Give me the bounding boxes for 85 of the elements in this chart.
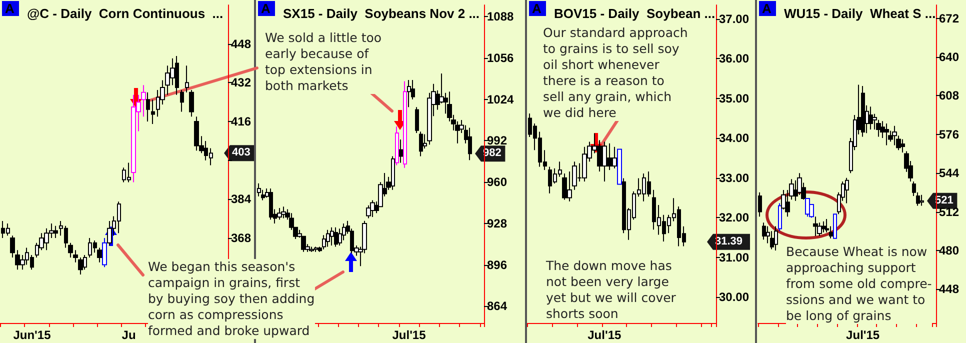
candlestick: [151, 99, 155, 124]
candlestick: [257, 182, 261, 197]
y-tick-label: 36.00: [719, 52, 750, 66]
candlestick: [277, 207, 282, 220]
candlestick: [468, 127, 472, 161]
candlestick: [326, 229, 330, 248]
y-tick-label: 37.00: [719, 12, 750, 26]
y-tick-label: 480: [939, 243, 960, 258]
x-tick-label: Jul'15: [846, 328, 880, 342]
y-tick-label: 512: [939, 204, 960, 219]
candlestick: [861, 86, 865, 138]
chart-title: BOV15 - Daily Soybean ...: [554, 6, 716, 21]
y-tick-label: 640: [939, 50, 960, 64]
candlestick: [399, 138, 403, 164]
candlestick: [415, 106, 419, 134]
chart-title: WU15 - Daily Wheat S ...: [784, 6, 936, 21]
y-tick-label: 416: [230, 114, 252, 129]
annotation: The down move has not been very large yet but we will cover shorts soon: [546, 258, 676, 322]
annotation: A: [762, 1, 772, 16]
y-tick-label: 1088: [487, 10, 514, 24]
y-tick-label: 30.00: [719, 290, 750, 304]
y-tick-label: 35.00: [719, 91, 750, 106]
candlestick: [309, 246, 314, 252]
candlestick: [762, 222, 766, 240]
annotation: A: [532, 1, 542, 16]
y-tick-label: 33.00: [719, 170, 750, 185]
candlestick: [97, 247, 102, 263]
candlestick: [146, 92, 150, 122]
candlestick: [813, 216, 818, 236]
candlestick: [892, 125, 897, 146]
candlestick: [281, 206, 286, 219]
chart-title: SX15 - Daily Soybeans Nov 2 ...: [283, 6, 480, 21]
annotation: A: [261, 1, 271, 16]
candlestick: [334, 226, 338, 248]
x-tick-label: Jul'15: [588, 328, 622, 342]
candlestick: [845, 177, 849, 204]
y-tick-label: 544: [939, 166, 960, 180]
y-tick-label: 1056: [487, 51, 514, 65]
candlestick: [868, 106, 873, 130]
annotation: Our standard approach to grains is to sell soy oil short whenever there is a reason to sell any grain, which we did here: [543, 25, 688, 121]
candlestick: [758, 192, 762, 218]
candlestick: [419, 131, 423, 157]
y-tick-label: 864: [487, 299, 508, 314]
candlestick: [269, 188, 273, 220]
candlestick: [821, 220, 826, 233]
candlestick: [770, 230, 774, 250]
candlestick: [900, 138, 905, 154]
y-tick-label: 928: [487, 216, 508, 230]
y-tick-label: 448: [939, 282, 960, 296]
y-tick-label: 384: [230, 192, 252, 206]
chart-title: @C - Daily Corn Continuous ...: [27, 6, 224, 21]
y-tick-label: 672: [939, 11, 960, 26]
candlestick: [180, 89, 184, 112]
candlestick: [10, 235, 15, 258]
candlestick: [370, 200, 375, 218]
x-tick-label: Ju: [122, 328, 136, 342]
y-tick-label: 576: [939, 127, 960, 142]
candlestick: [403, 80, 407, 168]
y-tick-label: 32.00: [719, 210, 750, 225]
y-tick-label: 608: [939, 88, 960, 103]
y-tick-label: 368: [230, 231, 252, 246]
y-tick-label: 896: [487, 258, 508, 272]
candlestick: [78, 256, 83, 275]
annotation: A: [5, 1, 15, 16]
y-tick-label: 960: [487, 175, 508, 190]
y-tick-label: 448: [230, 36, 252, 51]
annotation: We sold a little too early because of top extensions in both markets: [265, 30, 382, 94]
candlestick: [141, 84, 146, 118]
candlestick: [330, 226, 334, 246]
y-tick-label: 992: [487, 134, 508, 148]
y-tick-label: 432: [230, 76, 252, 90]
annotation: We began this season's campaign in grains, first by buying soy then adding corn as compressions formed and broke upward: [148, 259, 315, 339]
x-tick-label: Jun'15: [13, 328, 52, 342]
text: 403: [232, 146, 250, 159]
candlestick: [73, 250, 78, 263]
candlestick: [189, 89, 194, 118]
annotation: Because Wheat is now approaching support from some old compre- ssions and we want to be long of grains: [786, 244, 932, 324]
candlestick: [920, 194, 924, 206]
candlestick: [884, 122, 889, 146]
y-tick-label: 31.00: [719, 250, 750, 264]
x-tick-label: Jul'15: [392, 328, 426, 342]
candlestick: [68, 242, 73, 258]
y-tick-label: 34.00: [719, 131, 750, 146]
y-tick-label: 1024: [487, 92, 514, 106]
candlestick: [185, 65, 189, 93]
